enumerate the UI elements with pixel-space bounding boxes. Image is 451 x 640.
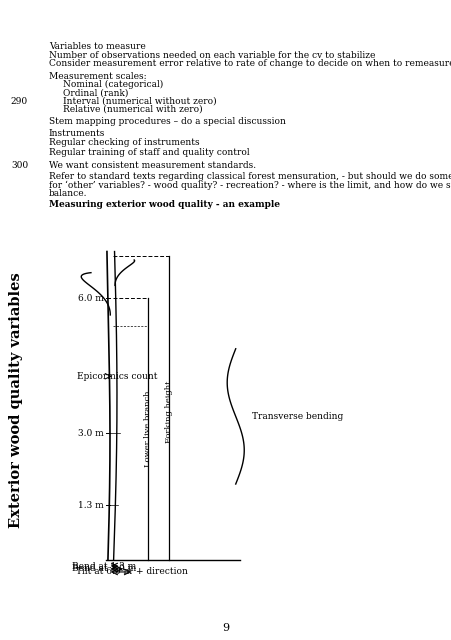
Text: Bend at 3.0 m: Bend at 3.0 m: [72, 564, 136, 573]
Text: Regular checking of instruments: Regular checking of instruments: [49, 138, 199, 147]
Text: Exterior wood quality variables: Exterior wood quality variables: [9, 272, 23, 528]
Text: 300: 300: [11, 161, 28, 170]
Text: 1.3 m: 1.3 m: [78, 500, 104, 509]
Text: Relative (numerical with zero): Relative (numerical with zero): [63, 105, 202, 114]
Text: Refer to standard texts regarding classical forest mensuration, - but should we : Refer to standard texts regarding classi…: [49, 172, 451, 181]
Text: Number of observations needed on each variable for the cv to stabilize: Number of observations needed on each va…: [49, 51, 374, 60]
Text: Interval (numerical without zero): Interval (numerical without zero): [63, 97, 216, 106]
Text: Ordinal (rank): Ordinal (rank): [63, 88, 129, 97]
Text: Lower live branch: Lower live branch: [144, 391, 152, 467]
Text: + direction: + direction: [136, 568, 188, 577]
Text: Variables to measure: Variables to measure: [49, 42, 145, 51]
Text: Measurement scales:: Measurement scales:: [49, 72, 146, 81]
Text: balance.: balance.: [49, 189, 87, 198]
Text: Tilt at 6.0 m: Tilt at 6.0 m: [76, 568, 132, 577]
Text: Epicormics count: Epicormics count: [77, 372, 157, 381]
Text: 9: 9: [222, 623, 229, 634]
Text: Stem mapping procedures – do a special discussion: Stem mapping procedures – do a special d…: [49, 117, 285, 126]
Text: Instruments: Instruments: [49, 129, 105, 138]
Text: We want consistent measurement standards.: We want consistent measurement standards…: [49, 161, 255, 170]
Text: 6.0 m: 6.0 m: [78, 294, 104, 303]
Text: Forking height: Forking height: [165, 381, 173, 444]
Text: Transverse bending: Transverse bending: [252, 412, 343, 421]
Text: Consider measurement error relative to rate of change to decide on when to remea: Consider measurement error relative to r…: [49, 59, 451, 68]
Text: 290: 290: [11, 97, 28, 106]
Text: Bend at 1.3 m: Bend at 1.3 m: [72, 561, 136, 570]
Text: Regular training of staff and quality control: Regular training of staff and quality co…: [49, 148, 249, 157]
Text: 3.0 m: 3.0 m: [78, 429, 104, 438]
Text: Measuring exterior wood quality - an example: Measuring exterior wood quality - an exa…: [49, 200, 279, 209]
Text: for ‘other’ variables? - wood quality? - recreation? - where is the limit, and h: for ‘other’ variables? - wood quality? -…: [49, 180, 451, 190]
Text: Nominal (categorical): Nominal (categorical): [63, 80, 163, 89]
